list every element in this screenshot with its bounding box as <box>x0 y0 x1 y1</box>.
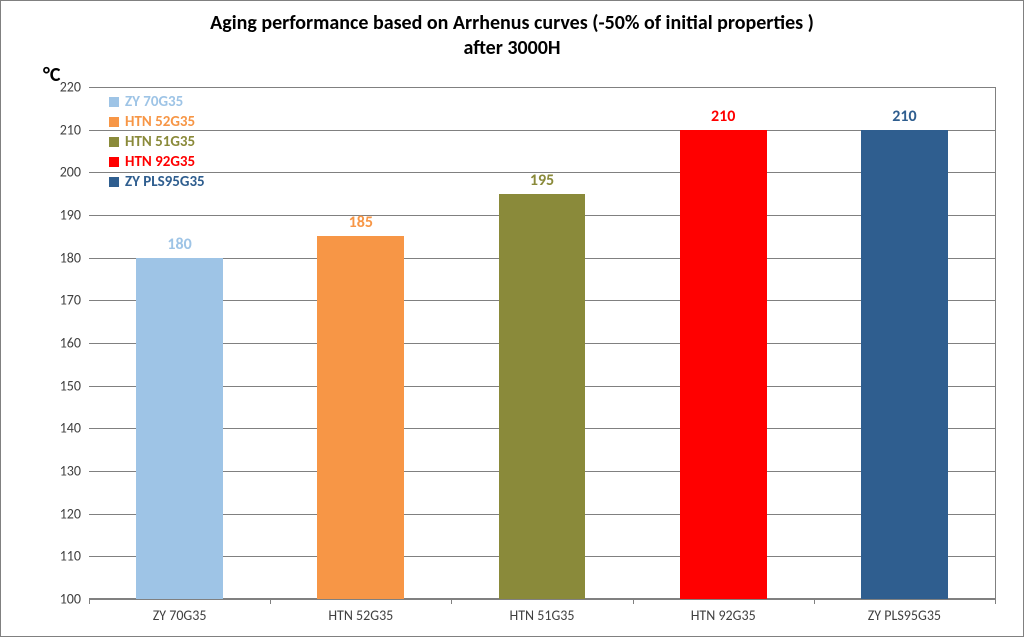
gridline <box>89 130 995 131</box>
y-tick-label: 110 <box>60 548 81 565</box>
legend-swatch <box>109 97 119 107</box>
y-tick-label: 180 <box>60 249 81 266</box>
x-tick <box>633 599 634 604</box>
legend-item: ZY 70G35 <box>109 93 205 111</box>
legend-item: ZY PLS95G35 <box>109 173 205 191</box>
legend-item: HTN 52G35 <box>109 113 205 131</box>
y-tick-label: 130 <box>60 463 81 480</box>
chart-title-line2: after 3000H <box>463 36 560 60</box>
y-tick-label: 140 <box>60 420 81 437</box>
chart-container: Aging performance based on Arrhenus curv… <box>0 0 1024 637</box>
x-category-label: HTN 51G35 <box>510 607 575 624</box>
legend-swatch <box>109 177 119 187</box>
bar-value-label: 210 <box>711 107 735 126</box>
x-tick <box>995 599 996 604</box>
y-tick-label: 190 <box>60 207 81 224</box>
bar-value-label: 210 <box>892 107 916 126</box>
y-tick-label: 200 <box>60 164 81 181</box>
legend-label: ZY 70G35 <box>125 93 183 111</box>
legend-swatch <box>109 157 119 167</box>
legend: ZY 70G35 HTN 52G35 HTN 51G35 HTN 92G35 ZY PL… <box>109 93 205 193</box>
legend-label: HTN 92G35 <box>125 153 195 171</box>
x-category-label: ZY 70G35 <box>153 607 207 624</box>
bar-value-label: 195 <box>530 171 554 190</box>
y-tick-label: 220 <box>60 79 81 96</box>
legend-swatch <box>109 137 119 147</box>
chart-title-line1: Aging performance based on Arrhenus curv… <box>210 11 814 35</box>
y-tick-label: 170 <box>60 292 81 309</box>
y-axis-title: °C <box>43 63 60 87</box>
legend-swatch <box>109 117 119 127</box>
y-tick-label: 210 <box>60 121 81 138</box>
legend-item: HTN 51G35 <box>109 133 205 151</box>
legend-item: HTN 92G35 <box>109 153 205 171</box>
bar <box>680 130 767 599</box>
plot-area: 1001101201301401501601701801902002102201… <box>89 87 996 599</box>
x-tick <box>814 599 815 604</box>
bar <box>499 194 586 599</box>
x-tick <box>89 599 90 604</box>
bar-value-label: 185 <box>349 213 373 232</box>
y-tick-label: 160 <box>60 335 81 352</box>
bar <box>317 236 404 599</box>
legend-label: HTN 52G35 <box>125 113 195 131</box>
x-category-label: HTN 52G35 <box>328 607 393 624</box>
legend-label: HTN 51G35 <box>125 133 195 151</box>
bar <box>861 130 948 599</box>
gridline <box>89 87 995 88</box>
legend-label: ZY PLS95G35 <box>125 173 205 191</box>
bar <box>136 258 223 599</box>
x-tick <box>451 599 452 604</box>
x-category-label: ZY PLS95G35 <box>868 607 941 624</box>
x-category-label: HTN 92G35 <box>691 607 756 624</box>
chart-title: Aging performance based on Arrhenus curv… <box>1 1 1023 61</box>
y-tick-label: 120 <box>60 505 81 522</box>
bar-value-label: 180 <box>167 235 191 254</box>
gridline <box>89 599 995 600</box>
y-tick-label: 150 <box>60 377 81 394</box>
x-tick <box>270 599 271 604</box>
y-tick-label: 100 <box>60 591 81 608</box>
